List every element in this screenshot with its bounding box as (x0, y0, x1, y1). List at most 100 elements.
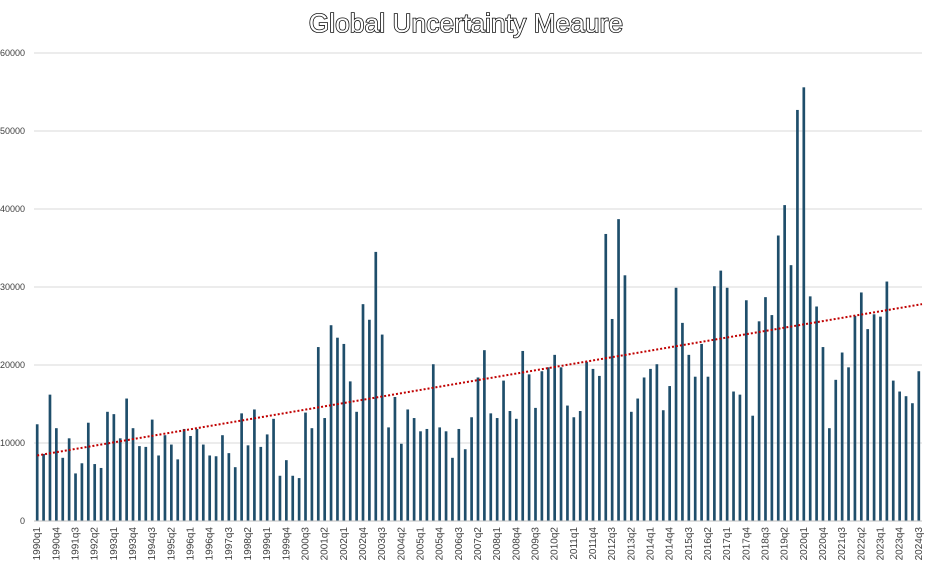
bar-2020q3 (815, 306, 818, 521)
bar-1993q4 (131, 428, 135, 521)
x-tick-label: 1990q1 (32, 527, 43, 561)
bar-2009q1 (521, 350, 525, 521)
bar-1995q1 (163, 435, 167, 521)
bar-1999q4 (285, 460, 288, 521)
bar-1991q2 (67, 438, 71, 521)
x-axis-tick-labels: 1990q1 1990q4 1991q3 1992q2 1993q1 1993q4 1994… (32, 527, 925, 561)
x-tick-label: 2021q3 (837, 527, 848, 561)
bar-2023q2 (885, 281, 889, 521)
y-tick-label: 60000 (0, 48, 25, 58)
bar-1996q2 (195, 428, 199, 521)
bar-2016q2 (706, 376, 710, 521)
bar-2002q3 (355, 411, 358, 521)
bar-2009q4 (540, 371, 544, 521)
bar-2020q4 (821, 347, 825, 521)
bar-2006q1 (444, 431, 448, 521)
bar-2010q3 (559, 367, 563, 521)
bar-1996q4 (208, 455, 212, 521)
y-axis-tick-labels: 0 10000 20000 30000 40000 50000 60000 (0, 48, 25, 526)
x-tick-label: 2019q2 (780, 527, 791, 561)
bar-2012q4 (617, 219, 620, 521)
bar-2021q4 (847, 367, 850, 521)
bar-2021q1 (828, 428, 831, 521)
x-tick-label: 2016q2 (703, 527, 714, 561)
bar-2014q4 (668, 386, 671, 521)
x-tick-label: 2004q2 (396, 527, 407, 561)
bar-1992q3 (99, 467, 103, 521)
bar-2020q1 (802, 87, 806, 521)
bar-1999q1 (265, 434, 269, 521)
y-tick-label: 0 (20, 516, 25, 526)
bar-2013q2 (629, 411, 633, 521)
chart-title: Global Uncertainty Meaure (309, 8, 623, 38)
bar-1992q2 (93, 464, 97, 521)
bar-2010q2 (553, 354, 557, 521)
bar-2024q1 (904, 396, 908, 521)
bar-1996q3 (201, 444, 205, 521)
x-tick-label: 2014q1 (645, 527, 656, 561)
bar-1996q1 (189, 435, 192, 521)
bar-2007q1 (470, 417, 473, 521)
bar-2012q2 (604, 233, 608, 521)
x-tick-label: 1991q3 (71, 527, 82, 561)
linear-trendline (37, 303, 923, 457)
x-tick-label: 2000q3 (301, 527, 312, 561)
bar-1991q3 (74, 473, 77, 521)
bar-2007q4 (489, 413, 493, 521)
x-tick-label: 2009q3 (530, 527, 541, 561)
x-tick-label: 2011q4 (588, 527, 599, 560)
bar-2001q3 (329, 325, 333, 521)
bar-1990q1 (35, 424, 39, 521)
bar-1993q1 (112, 414, 116, 521)
bar-2008q4 (514, 418, 518, 521)
bar-2018q3 (764, 297, 767, 521)
bar-2019q3 (789, 265, 793, 521)
bar-2018q4 (770, 315, 774, 521)
x-tick-label: 2001q2 (320, 527, 331, 561)
bar-2006q2 (451, 457, 454, 521)
x-tick-label: 2008q1 (492, 527, 503, 561)
bar-2003q1 (368, 319, 371, 521)
bar-2008q1 (495, 418, 499, 521)
bar-2009q2 (527, 374, 531, 521)
bar-1990q3 (48, 394, 52, 521)
bar-2000q1 (291, 475, 295, 521)
x-tick-label: 2020q4 (818, 527, 829, 561)
bar-2007q3 (483, 350, 486, 521)
bar-1995q3 (176, 459, 180, 521)
y-tick-label: 10000 (0, 438, 25, 448)
y-tick-label: 30000 (0, 282, 25, 292)
x-tick-label: 2017q4 (741, 527, 752, 561)
bar-2024q3 (917, 371, 921, 521)
bar-2002q2 (348, 381, 352, 521)
bar-2005q4 (438, 427, 442, 521)
x-tick-label: 1998q2 (243, 527, 254, 561)
x-tick-label: 2005q4 (435, 527, 446, 561)
bar-2013q4 (642, 377, 646, 521)
x-tick-label: 1997q3 (224, 527, 235, 561)
x-tick-label: 1999q4 (281, 527, 292, 561)
bar-2022q3 (866, 329, 870, 521)
x-tick-label: 2017q1 (722, 527, 733, 561)
bar-2022q1 (853, 315, 857, 521)
bar-2002q4 (361, 304, 365, 521)
x-tick-label: 1992q2 (90, 527, 101, 561)
bar-1997q1 (214, 456, 218, 521)
bar-2015q4 (693, 376, 697, 521)
x-tick-label: 1990q4 (51, 527, 62, 561)
bar-1994q1 (138, 446, 141, 521)
bar-1992q1 (86, 422, 90, 521)
bar-1994q3 (150, 419, 154, 521)
bar-2017q2 (732, 391, 735, 521)
bar-2001q4 (336, 337, 339, 521)
bar-1998q4 (259, 446, 263, 521)
bar-2015q2 (681, 322, 684, 521)
bar-2015q1 (674, 287, 678, 521)
x-tick-label: 1993q4 (128, 527, 139, 561)
bar-2000q2 (297, 478, 301, 521)
bar-1995q2 (170, 444, 173, 521)
bar-2006q3 (457, 428, 461, 521)
bar-1997q3 (227, 453, 231, 521)
bar-2004q1 (393, 396, 397, 521)
bar-2022q2 (859, 292, 863, 521)
